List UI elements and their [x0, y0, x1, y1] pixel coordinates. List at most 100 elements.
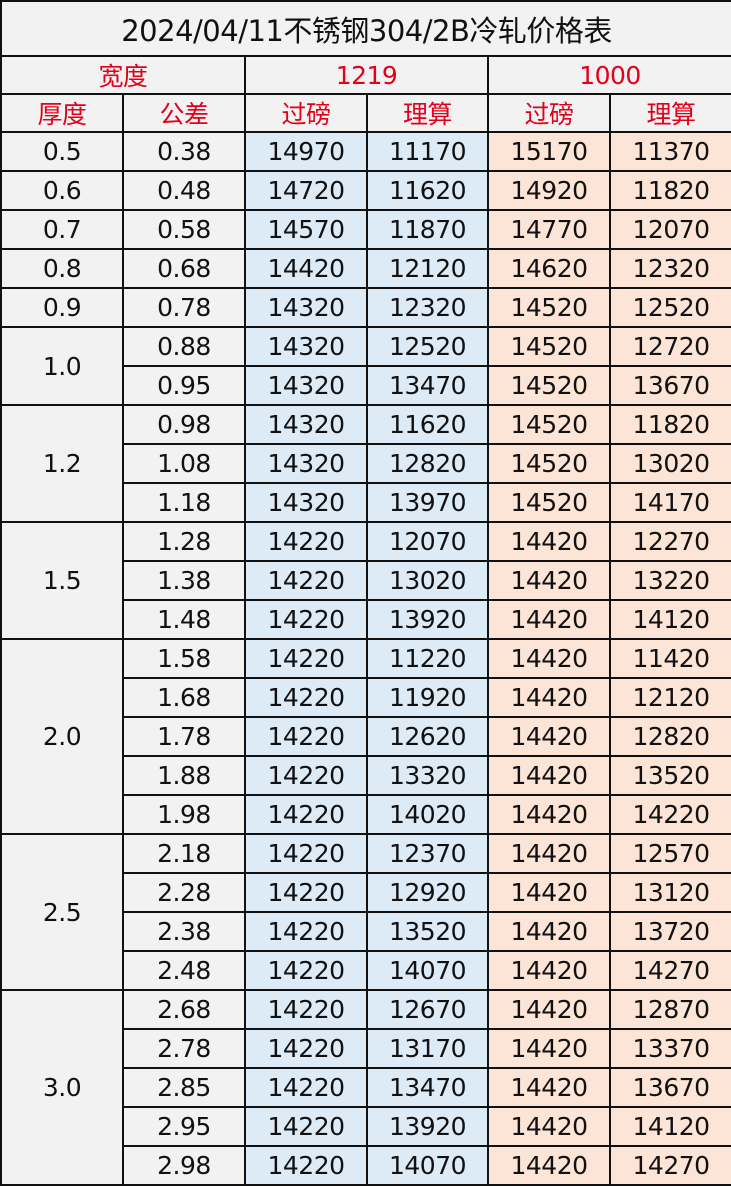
price-1000-theoretical-cell: 14270	[608, 950, 731, 991]
table-row: 1.5 1.28 14220 12070 14420 12270	[0, 521, 731, 640]
table-row: 2.28 14220 12920 14420 13120	[1, 872, 731, 913]
tolerance-cell: 2.48	[122, 950, 246, 991]
price-1000-theoretical-cell: 11420	[608, 638, 731, 679]
price-1219-overweight-cell: 14220	[244, 989, 368, 1030]
price-1219-overweight-cell: 14220	[244, 521, 368, 562]
price-1219-theoretical-cell: 12070	[366, 521, 489, 562]
price-1000-overweight-cell: 14420	[487, 677, 611, 718]
price-1000-theoretical-cell: 13520	[608, 755, 731, 796]
table-row: 0.8 0.68 14420 12120 14620 12320	[0, 248, 731, 289]
tolerance-cell: 2.28	[122, 872, 246, 913]
price-1000-overweight-cell: 14520	[487, 404, 611, 445]
price-1000-overweight-cell: 15170	[487, 131, 611, 172]
tolerance-cell: 0.38	[122, 131, 246, 172]
price-1000-theoretical-cell: 12570	[608, 833, 731, 874]
price-1000-overweight-cell: 14420	[487, 794, 611, 835]
price-1219-overweight-cell: 14220	[244, 833, 368, 874]
price-1000-overweight-cell: 14420	[487, 560, 611, 601]
price-1000-theoretical-cell: 12520	[608, 287, 731, 328]
price-1219-theoretical-cell: 13470	[366, 1067, 489, 1108]
table-row: 0.95 14320 13470 14520 13670	[1, 365, 731, 406]
price-1000-theoretical-cell: 12070	[608, 209, 731, 250]
thickness-cell: 2.5	[0, 833, 124, 991]
tolerance-cell: 1.68	[122, 677, 246, 718]
price-1000-overweight-cell: 14420	[487, 872, 611, 913]
price-1219-overweight-cell: 14320	[244, 482, 368, 523]
tolerance-cell: 0.68	[122, 248, 246, 289]
price-1219-theoretical-cell: 12670	[366, 989, 489, 1030]
thickness-cell: 2.0	[0, 638, 124, 835]
price-1000-theoretical-cell: 13220	[608, 560, 731, 601]
price-1219-overweight-cell: 14320	[244, 404, 368, 445]
price-1000-theoretical-cell: 13020	[608, 443, 731, 484]
thickness-cell: 0.9	[0, 287, 124, 328]
tolerance-cell: 1.98	[122, 794, 246, 835]
table-row: 2.95 14220 13920 14420 14120	[1, 1106, 731, 1147]
thickness-cell: 0.7	[0, 209, 124, 250]
price-1219-theoretical-cell: 12520	[366, 326, 489, 367]
price-1219-overweight-cell: 14220	[244, 950, 368, 991]
price-1000-overweight-cell: 14420	[487, 1067, 611, 1108]
price-1219-theoretical-cell: 14070	[366, 950, 489, 991]
price-1000-theoretical-cell: 12720	[608, 326, 731, 367]
header-width-1000: 1000	[486, 55, 731, 95]
thickness-cell: 3.0	[0, 989, 124, 1186]
table-row: 0.6 0.48 14720 11620 14920 11820	[0, 170, 731, 211]
table-row: 2.78 14220 13170 14420 13370	[1, 1028, 731, 1069]
price-1219-theoretical-cell: 11870	[366, 209, 489, 250]
price-1000-overweight-cell: 14520	[487, 365, 611, 406]
tolerance-cell: 1.88	[122, 755, 246, 796]
price-1000-theoretical-cell: 11370	[608, 131, 731, 172]
price-1000-overweight-cell: 14620	[487, 248, 611, 289]
table-row: 1.88 14220 13320 14420 13520	[1, 755, 731, 796]
price-1219-overweight-cell: 14220	[244, 911, 368, 952]
tolerance-cell: 2.78	[122, 1028, 246, 1069]
price-1000-overweight-cell: 14770	[487, 209, 611, 250]
tolerance-cell: 0.88	[122, 326, 246, 367]
price-1000-theoretical-cell: 14120	[608, 599, 731, 640]
price-1219-overweight-cell: 14320	[244, 365, 368, 406]
price-1219-theoretical-cell: 13470	[366, 365, 489, 406]
table-row: 1.38 14220 13020 14420 13220	[1, 560, 731, 601]
price-1219-overweight-cell: 14220	[244, 599, 368, 640]
price-1219-theoretical-cell: 13170	[366, 1028, 489, 1069]
price-1000-overweight-cell: 14420	[487, 950, 611, 991]
tolerance-cell: 0.48	[122, 170, 246, 211]
tolerance-cell: 1.78	[122, 716, 246, 757]
tolerance-cell: 0.78	[122, 287, 246, 328]
price-1000-overweight-cell: 14520	[487, 443, 611, 484]
price-1000-theoretical-cell: 12270	[608, 521, 731, 562]
table-row: 0.9 0.78 14320 12320 14520 12520	[0, 287, 731, 328]
price-1219-overweight-cell: 14970	[244, 131, 368, 172]
price-1219-overweight-cell: 14220	[244, 716, 368, 757]
table-row: 2.98 14220 14070 14420 14270	[1, 1145, 731, 1186]
table-row: 2.38 14220 13520 14420 13720	[1, 911, 731, 952]
header-width-1219: 1219	[244, 55, 489, 95]
thickness-cell: 1.2	[0, 404, 124, 523]
price-1219-theoretical-cell: 12820	[366, 443, 489, 484]
price-1000-theoretical-cell: 13670	[608, 365, 731, 406]
table-row: 1.48 14220 13920 14420 14120	[1, 599, 731, 640]
header-1000-theoretical: 理算	[608, 93, 731, 133]
price-1219-theoretical-cell: 12120	[366, 248, 489, 289]
price-1000-theoretical-cell: 13120	[608, 872, 731, 913]
tolerance-cell: 1.18	[122, 482, 246, 523]
header-1000-overweight: 过磅	[487, 93, 611, 133]
price-1000-theoretical-cell: 14170	[608, 482, 731, 523]
tolerance-cell: 2.95	[122, 1106, 246, 1147]
price-1000-theoretical-cell: 12120	[608, 677, 731, 718]
price-1219-overweight-cell: 14320	[244, 326, 368, 367]
header-tolerance: 公差	[122, 93, 246, 133]
price-1000-overweight-cell: 14420	[487, 989, 611, 1030]
table-row: 1.68 14220 11920 14420 12120	[1, 677, 731, 718]
tolerance-cell: 2.98	[122, 1145, 246, 1186]
price-1000-theoretical-cell: 12320	[608, 248, 731, 289]
price-1219-theoretical-cell: 12620	[366, 716, 489, 757]
price-1219-theoretical-cell: 13970	[366, 482, 489, 523]
price-1000-overweight-cell: 14420	[487, 1106, 611, 1147]
thickness-cell: 0.8	[0, 248, 124, 289]
table-row: 2.85 14220 13470 14420 13670	[1, 1067, 731, 1108]
tolerance-cell: 1.28	[122, 521, 246, 562]
price-1219-theoretical-cell: 13920	[366, 1106, 489, 1147]
